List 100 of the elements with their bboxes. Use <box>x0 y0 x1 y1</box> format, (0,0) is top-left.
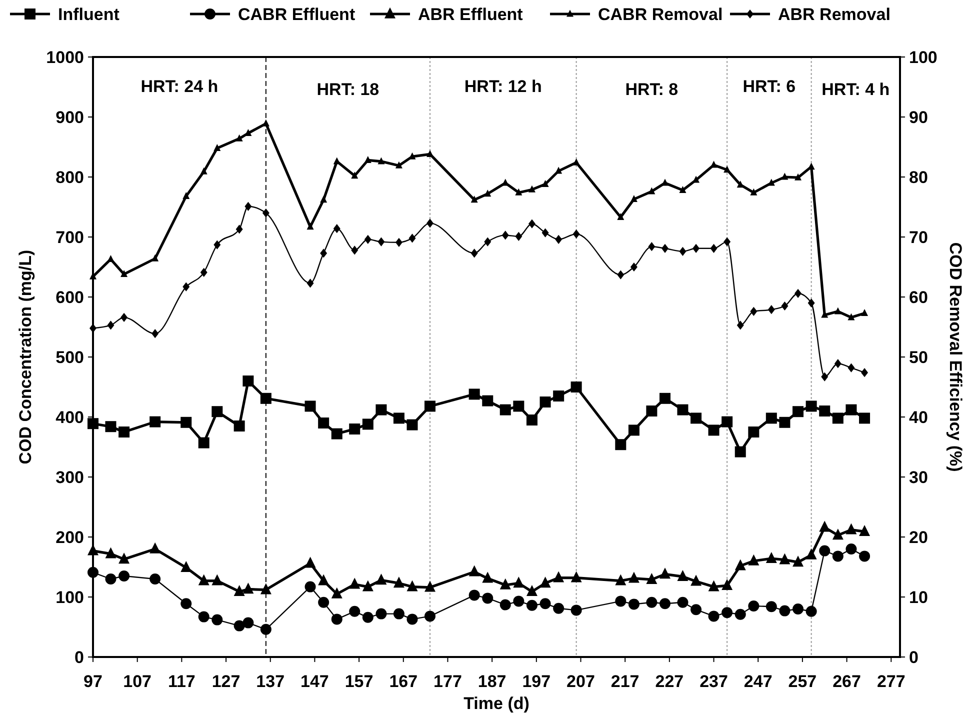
point <box>661 244 668 253</box>
y2-tick-label: 60 <box>909 288 928 307</box>
y-tick-label: 600 <box>56 288 84 307</box>
y2-tick-label: 70 <box>909 228 928 247</box>
point <box>846 523 857 534</box>
point <box>750 188 758 196</box>
point <box>351 172 358 179</box>
point <box>806 548 817 560</box>
point <box>832 528 844 540</box>
y2-tick-label: 30 <box>909 468 928 487</box>
point <box>542 228 549 238</box>
point <box>513 576 524 588</box>
point <box>690 574 702 586</box>
point <box>513 596 524 607</box>
y-tick-label: 300 <box>56 468 84 487</box>
y2-tick-label: 20 <box>909 528 928 547</box>
point <box>364 234 372 244</box>
point <box>150 542 161 554</box>
x-tick-label: 107 <box>123 672 152 691</box>
point <box>242 582 254 594</box>
point <box>515 188 522 196</box>
point <box>362 580 374 592</box>
point <box>806 606 817 617</box>
y-tick-label: 1000 <box>46 48 84 67</box>
point <box>542 180 549 187</box>
point <box>333 224 340 234</box>
point <box>615 439 626 450</box>
point <box>362 418 374 430</box>
point <box>572 229 580 239</box>
point <box>198 611 210 622</box>
x-tick-label: 237 <box>700 672 728 691</box>
point <box>482 592 494 604</box>
point <box>528 185 536 192</box>
point <box>722 579 733 590</box>
point <box>779 553 790 564</box>
point <box>500 599 511 610</box>
point <box>570 382 582 392</box>
point <box>677 570 688 581</box>
point <box>318 418 330 428</box>
point <box>540 598 551 610</box>
point <box>306 278 314 288</box>
point <box>118 570 130 582</box>
point <box>781 301 788 311</box>
point <box>750 306 758 316</box>
point <box>242 376 254 386</box>
point <box>150 416 161 428</box>
point <box>692 244 700 253</box>
x-tick-label: 217 <box>610 672 640 691</box>
point <box>630 195 638 202</box>
point <box>677 404 688 416</box>
point <box>150 574 161 584</box>
point <box>318 596 330 608</box>
x-tick-label: 117 <box>168 672 196 691</box>
point <box>320 248 328 258</box>
point <box>821 372 828 382</box>
point <box>572 158 580 166</box>
point <box>766 601 777 612</box>
point <box>724 237 731 246</box>
point <box>526 600 538 611</box>
point <box>555 166 562 174</box>
point <box>710 244 718 253</box>
point <box>304 581 316 592</box>
point <box>502 230 509 240</box>
point <box>393 608 404 620</box>
point <box>513 400 524 412</box>
point <box>768 178 775 186</box>
y2-tick-label: 50 <box>909 348 928 367</box>
point <box>468 590 480 601</box>
point <box>180 598 192 610</box>
point <box>376 574 387 585</box>
point <box>526 585 538 596</box>
point <box>120 312 128 322</box>
point <box>484 237 492 246</box>
point <box>766 412 777 424</box>
point <box>648 242 656 252</box>
point <box>468 388 480 400</box>
point <box>212 574 223 586</box>
point <box>808 298 815 308</box>
point <box>244 202 252 211</box>
point <box>848 313 855 320</box>
point <box>262 119 270 126</box>
y-tick-label: 0 <box>74 648 84 667</box>
point <box>236 224 243 234</box>
x-tick-label: 127 <box>212 672 240 691</box>
point <box>152 254 159 262</box>
point <box>553 602 564 614</box>
point <box>234 620 245 632</box>
x-tick-label: 267 <box>832 672 861 691</box>
point <box>200 167 208 174</box>
point <box>214 240 221 250</box>
point <box>482 395 494 406</box>
point <box>349 606 360 617</box>
point <box>484 190 492 197</box>
y-tick-label: 200 <box>56 528 84 547</box>
y-tick-label: 800 <box>56 168 84 187</box>
point <box>779 416 790 428</box>
x-axis-title: Time (d) <box>464 694 530 713</box>
annotation: HRT: 4 h <box>822 80 890 99</box>
point <box>395 161 402 168</box>
point <box>628 572 640 583</box>
